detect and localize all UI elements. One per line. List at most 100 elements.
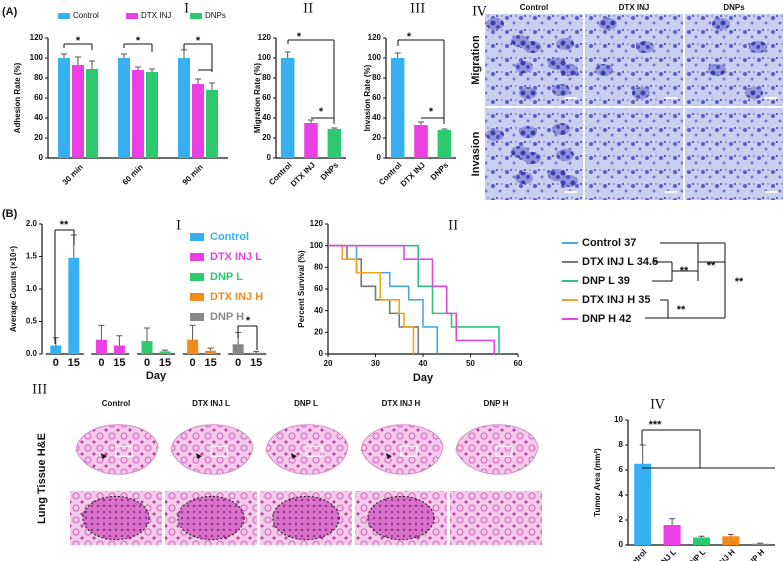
error-bar [308, 119, 314, 123]
y-tick-label: 2 [619, 515, 624, 524]
error-bar [284, 51, 291, 58]
stained-cells [515, 172, 533, 184]
error-bar [441, 128, 448, 130]
y-axis-label: Tumor Area (mm²) [593, 448, 602, 517]
bar [692, 537, 711, 545]
error-bar [639, 444, 646, 464]
y-tick-label: 0 [377, 153, 382, 162]
y-tick-label: 80 [314, 262, 323, 271]
bar [751, 543, 769, 545]
stained-cells [515, 61, 533, 73]
error-bar [253, 350, 260, 353]
legend-label: DTX INJ L [210, 251, 262, 263]
bar [437, 130, 452, 158]
bar [663, 525, 681, 545]
x-tick-label: 0 [190, 357, 196, 369]
bar [132, 70, 144, 158]
legend-swatch [190, 313, 204, 321]
tumor-region [177, 495, 245, 541]
legend-label: DTX INJ H 35 [582, 294, 650, 306]
legend-label: DNP H [210, 311, 244, 323]
bar [280, 58, 295, 158]
significance: ** [680, 265, 689, 277]
y-axis-label: Percent Survival (%) [297, 250, 306, 328]
column-label: Control [520, 3, 548, 12]
lung-section [455, 424, 539, 475]
significance: * [76, 35, 81, 47]
stained-cells [745, 87, 763, 99]
stained-cells [511, 35, 529, 47]
legend-swatch [190, 13, 202, 19]
y-tick-label: 100 [310, 241, 324, 250]
column-label: DTX INJ L [192, 399, 230, 408]
panel-label: II [448, 219, 458, 234]
y-tick-label: 1.0 [26, 284, 38, 293]
y-tick-label: 0.5 [26, 317, 38, 326]
y-tick-label: 0 [619, 540, 624, 549]
bar [72, 65, 84, 158]
zoom-box [210, 445, 228, 457]
y-tick-label: 120 [310, 219, 324, 228]
bar [414, 125, 428, 158]
y-axis-label: Adhesion Rate (%) [13, 62, 22, 133]
stained-cells [636, 41, 654, 53]
y-tick-label: 20 [372, 133, 381, 142]
legend-label: Control 37 [582, 237, 636, 249]
y-axis-label: Invasion Rate (%) [363, 64, 372, 131]
tumor-region [82, 495, 150, 541]
stained-cells [552, 123, 570, 135]
panel-label: I [176, 219, 181, 234]
x-tick-label: 0 [53, 357, 59, 369]
error-bar [52, 337, 59, 346]
stained-cells [519, 126, 537, 138]
row-label: Lung Tissue H&E [36, 433, 48, 524]
error-bar [394, 52, 401, 58]
x-tick-label: 15 [159, 357, 171, 369]
bar [159, 351, 171, 354]
stained-cells [712, 18, 730, 30]
bar [390, 58, 405, 158]
y-tick-label: 0 [319, 349, 324, 358]
panel-label: III [410, 2, 425, 17]
y-tick-label: 10 [614, 415, 623, 424]
column-label: DNP L [294, 399, 318, 408]
bar [192, 84, 204, 158]
y-tick-label: 60 [314, 284, 323, 293]
arrowhead [385, 453, 392, 460]
stained-cells [556, 149, 574, 161]
stained-cells [486, 18, 504, 30]
error-bar [144, 327, 150, 341]
bar [146, 72, 158, 158]
error-bar [757, 542, 764, 544]
bar [722, 536, 740, 545]
column-label: DTX INJ H [382, 399, 421, 408]
x-tick-label: DTX INJ [399, 161, 427, 189]
significance: * [319, 106, 324, 118]
x-tick-label: 0 [98, 357, 104, 369]
column-label: Control [102, 399, 130, 408]
stained-cells [548, 58, 566, 70]
zoom-box [305, 445, 323, 457]
bar [250, 352, 262, 354]
legend-swatch [58, 13, 70, 19]
y-tick-label: 100 [368, 53, 382, 62]
significance: *** [649, 419, 663, 431]
legend-label: DNP L [210, 271, 243, 283]
x-tick-label: 30 min [61, 162, 85, 186]
x-tick-label: 90 min [181, 162, 205, 186]
bar [86, 69, 98, 158]
bar [232, 344, 244, 354]
bar [113, 345, 125, 354]
legend-label: DNP H 42 [582, 313, 631, 325]
arrowhead [195, 453, 202, 460]
y-tick-label: 6 [619, 465, 624, 474]
x-axis-label: Day [413, 372, 434, 384]
y-tick-label: 100 [30, 53, 44, 62]
lung-section [360, 424, 444, 475]
stained-cells [556, 38, 574, 50]
error-bar [61, 53, 67, 58]
arrowhead [100, 453, 107, 460]
stained-cells [511, 146, 529, 158]
y-axis-label: Average Counts (×10⁴) [9, 246, 18, 332]
legend-label: DTX INJ L 34.5 [582, 256, 658, 268]
